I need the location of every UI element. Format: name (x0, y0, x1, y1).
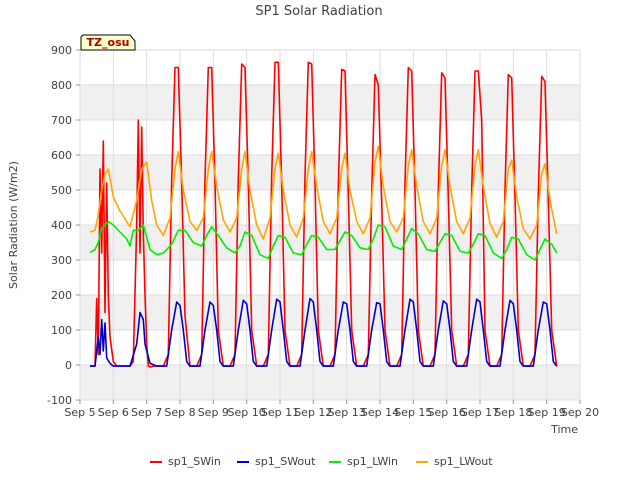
legend-label: sp1_SWin (168, 455, 221, 468)
legend-item-sp1-lwout: sp1_LWout (416, 455, 493, 468)
x-tick-label: Sep 9 (198, 406, 229, 419)
x-tick-label: Sep 14 (361, 406, 399, 419)
x-tick-label: Sep 16 (428, 406, 466, 419)
y-tick-label: 600 (51, 149, 72, 162)
y-tick-label: -100 (47, 394, 72, 407)
x-tick-label: Sep 10 (228, 406, 266, 419)
series-line-sp1-lwout (89, 145, 558, 240)
grid-band (80, 225, 580, 260)
y-tick-label: 900 (51, 44, 72, 57)
y-axis-ticks: -100 0 100 200 300 400 500 600 700 800 900 (47, 44, 80, 407)
grid-band (80, 85, 580, 120)
x-tick-label: Sep 5 (64, 406, 95, 419)
x-tick-label: Sep 7 (131, 406, 162, 419)
annotation-label: TZ_osu (87, 36, 130, 49)
x-axis-label: Time (550, 423, 578, 436)
y-tick-label: 0 (65, 359, 72, 372)
x-tick-label: Sep 8 (164, 406, 195, 419)
x-tick-label: Sep 19 (528, 406, 566, 419)
y-tick-label: 800 (51, 79, 72, 92)
legend-label: sp1_SWout (255, 455, 316, 468)
x-tick-label: Sep 6 (98, 406, 129, 419)
legend-item-sp1-swin: sp1_SWin (150, 455, 221, 468)
grid-band (80, 365, 580, 400)
y-tick-label: 700 (51, 114, 72, 127)
x-tick-label: Sep 15 (394, 406, 432, 419)
x-tick-label: Sep 12 (294, 406, 332, 419)
y-tick-label: 200 (51, 289, 72, 302)
y-tick-label: 100 (51, 324, 72, 337)
legend-label: sp1_LWin (347, 455, 398, 468)
y-tick-label: 500 (51, 184, 72, 197)
y-tick-label: 300 (51, 254, 72, 267)
series-line-sp1-lwin (89, 220, 558, 261)
annotation-shape (80, 34, 136, 51)
y-axis-label: Solar Radiation (W/m2) (7, 161, 20, 289)
grid (79, 49, 581, 401)
grid-band (80, 295, 580, 330)
series-line-sp1-swout (90, 297, 558, 367)
y-tick-label: 400 (51, 219, 72, 232)
x-tick-label: Sep 17 (461, 406, 499, 419)
annotation-box: TZ_osu (80, 34, 136, 51)
legend-item-sp1-swout: sp1_SWout (237, 455, 316, 468)
chart-title: SP1 Solar Radiation (255, 4, 382, 19)
x-tick-label: Sep 13 (328, 406, 366, 419)
legend-item-sp1-lwin: sp1_LWin (329, 455, 398, 468)
x-tick-label: Sep 18 (494, 406, 532, 419)
x-tick-label: Sep 20 (561, 406, 599, 419)
legend-label: sp1_LWout (434, 455, 493, 468)
series-lines (89, 61, 558, 368)
series-line-sp1-swin (90, 61, 558, 368)
legend: sp1_SWin sp1_SWout sp1_LWin sp1_LWout (150, 455, 493, 468)
grid-band (80, 155, 580, 190)
x-tick-label: Sep 11 (261, 406, 299, 419)
